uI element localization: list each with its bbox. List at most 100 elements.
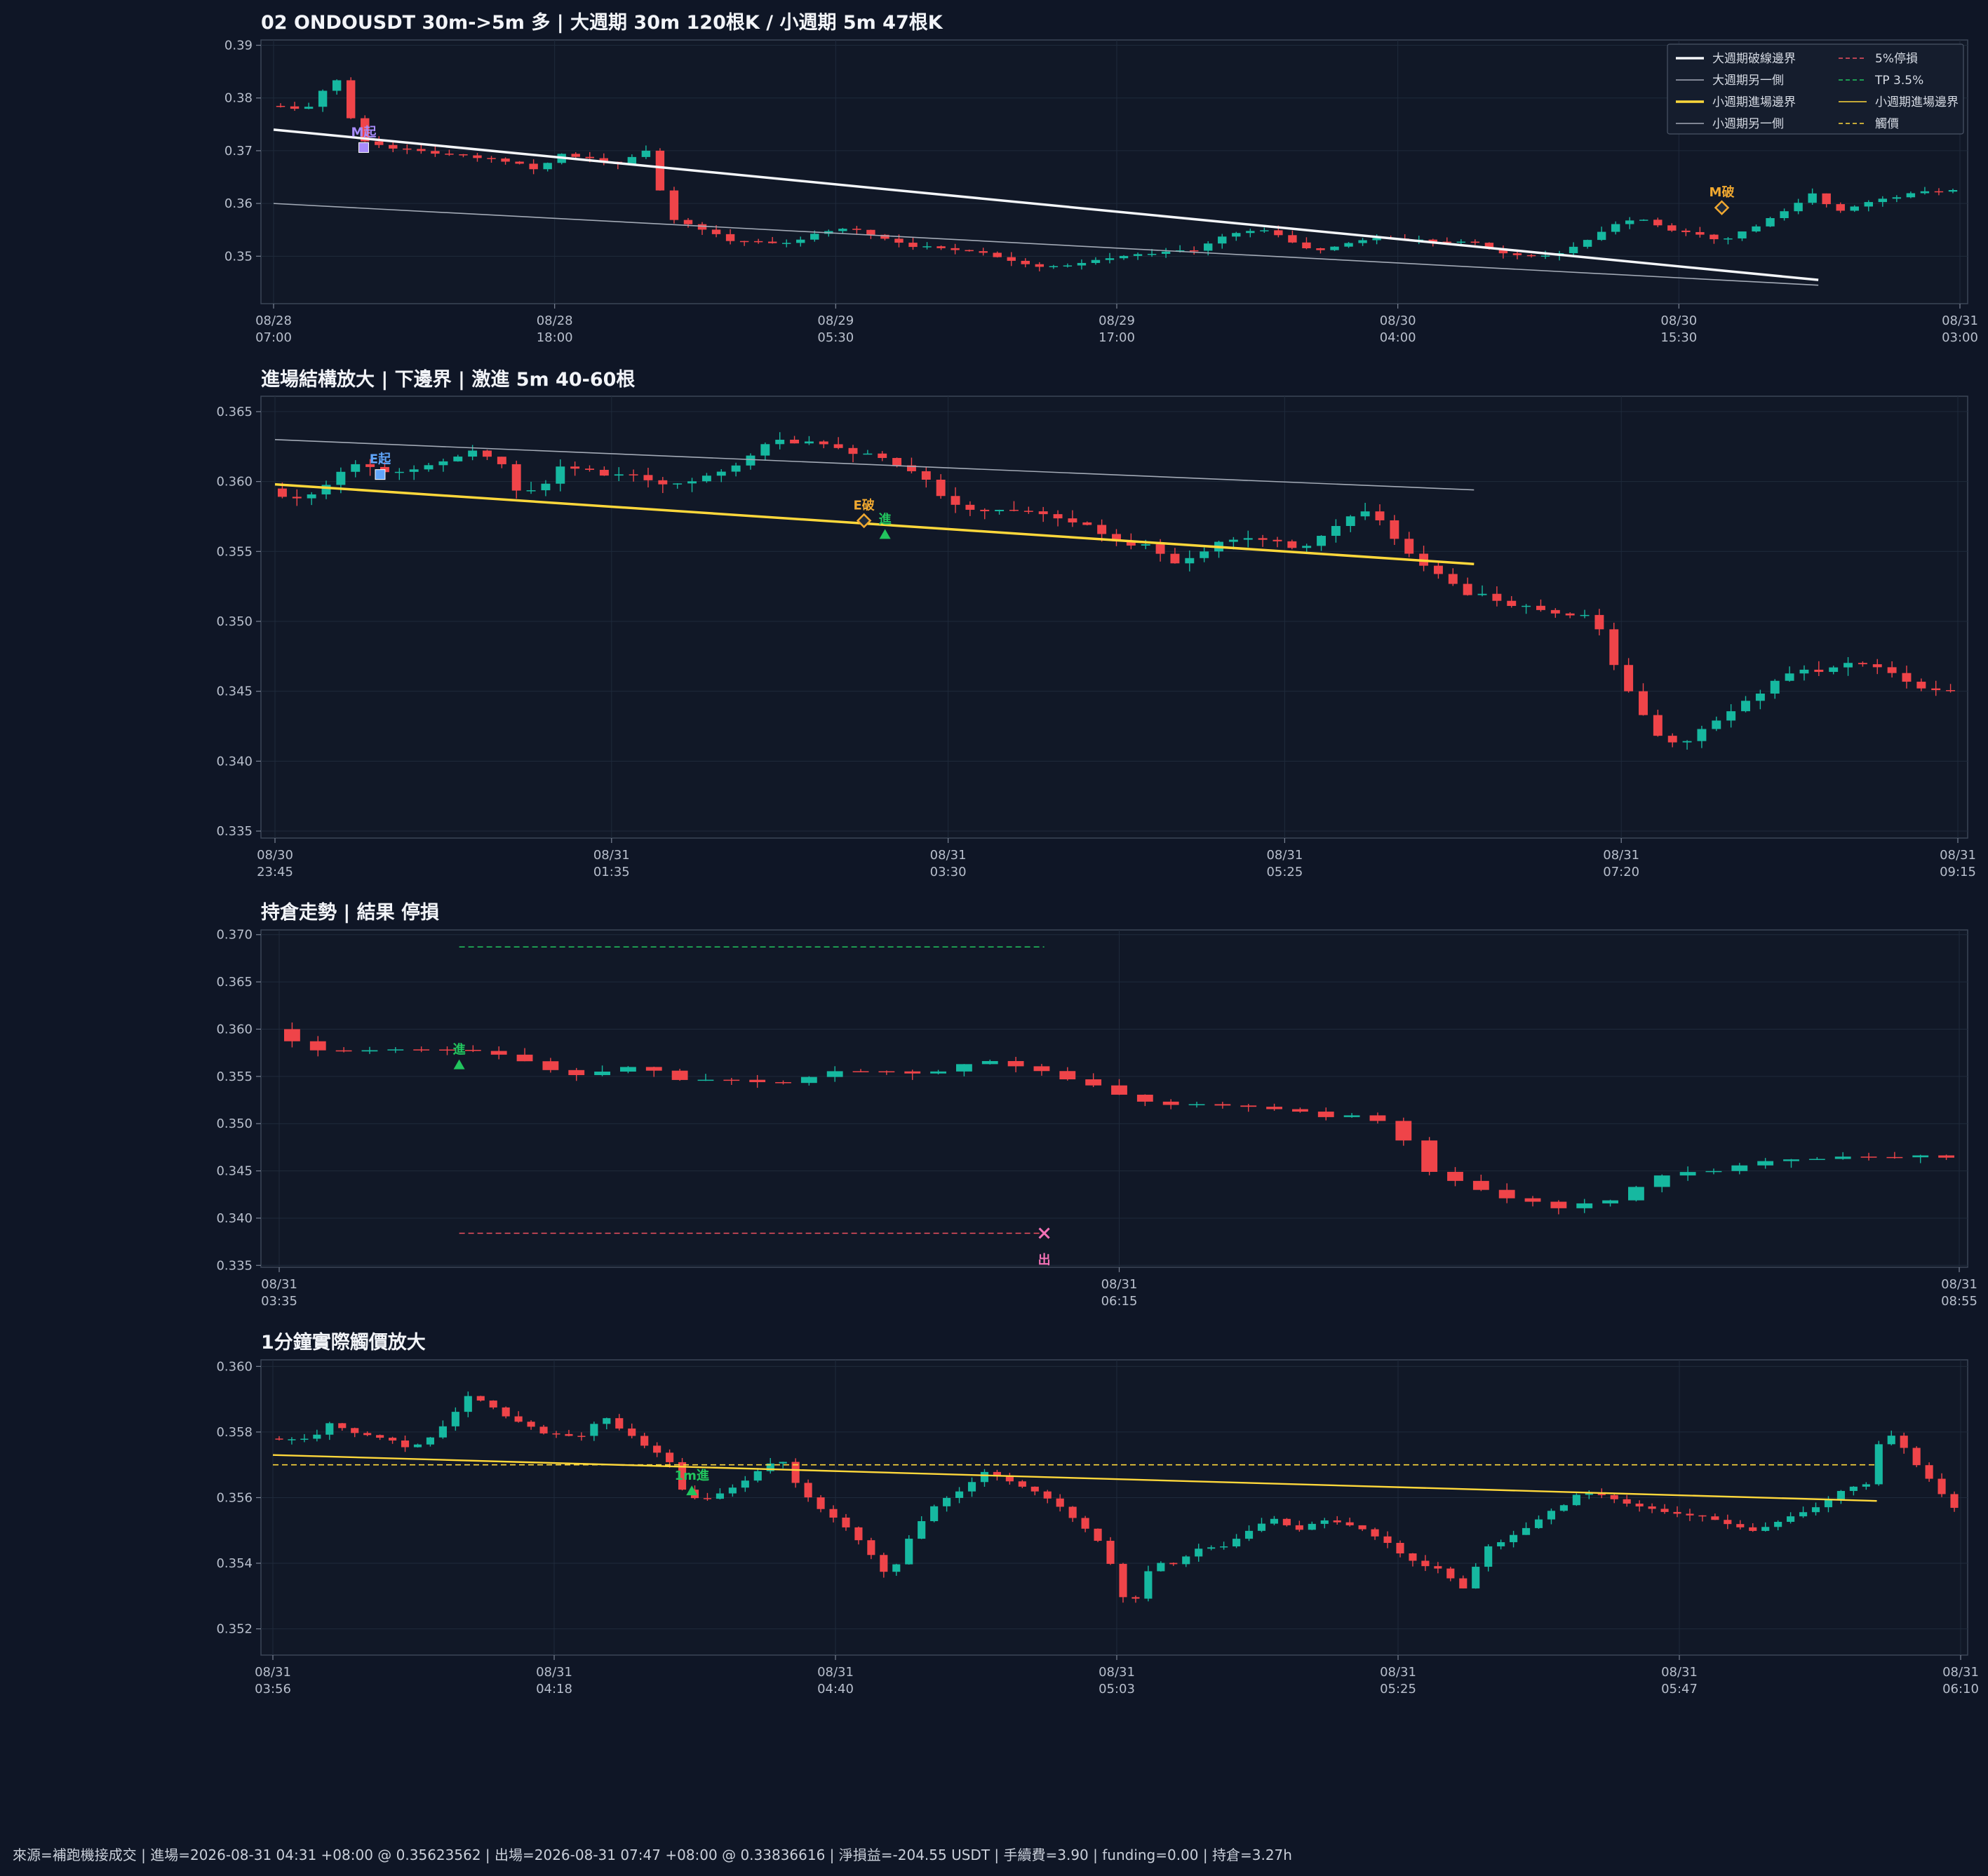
candle-body <box>955 1491 964 1498</box>
panel-2-entry-structure: 進場結構放大 | 下邊界 | 激進 5m 40-60根 0.3650.3600.… <box>216 368 1975 879</box>
candle-body <box>930 1071 946 1074</box>
marker-cross <box>1038 1227 1050 1239</box>
candle-body <box>1257 1523 1266 1531</box>
candle-body <box>568 1069 585 1075</box>
candle-body <box>965 250 974 252</box>
candle-body <box>1834 1156 1851 1159</box>
candle-body <box>1333 1520 1341 1523</box>
marker-triangle <box>686 1485 698 1496</box>
candle-body <box>906 465 916 471</box>
candle-body <box>1434 1566 1442 1569</box>
candle-body <box>1470 241 1480 243</box>
panel-3-plot: 0.370 0.365 0.360 0.355 0.350 0.345 0.340 0.335… <box>216 928 1977 1309</box>
candle-body <box>1731 1165 1748 1171</box>
candle-body <box>438 461 448 466</box>
marker-square <box>358 142 369 153</box>
panel-3-position: 持倉走勢 | 結果 停損 0.3700.3650.3600.3550.3500.… <box>216 901 1977 1309</box>
candle-body <box>673 483 683 485</box>
y-tick-label: 0.370 <box>216 928 253 943</box>
x-tick-time: 01:35 <box>593 865 630 879</box>
candle-body <box>361 1050 378 1052</box>
candle-body <box>585 468 594 470</box>
candle-body <box>1510 1534 1518 1543</box>
candle-body <box>1189 250 1199 252</box>
candle-body <box>980 509 990 511</box>
candle-body <box>1007 1060 1024 1067</box>
candle-body <box>782 243 791 244</box>
candle-body <box>515 161 524 164</box>
x-tick-date: 08/31 <box>1942 313 1978 328</box>
candle-body <box>1799 669 1809 674</box>
candle-body <box>1344 243 1353 247</box>
candle-body <box>804 1483 812 1498</box>
candle-body <box>1220 1546 1228 1548</box>
candle-body <box>1757 1161 1774 1166</box>
x-tick-date: 08/31 <box>1099 1665 1135 1680</box>
candle-body <box>1824 1499 1833 1508</box>
candle-body <box>570 466 580 469</box>
candle-body <box>653 1445 661 1453</box>
candle-body <box>1559 1505 1568 1511</box>
candle-body <box>995 509 1005 511</box>
candle-body <box>527 1422 535 1427</box>
candle-body <box>671 1070 688 1080</box>
candle-body <box>1448 574 1458 584</box>
candle-body <box>804 441 814 444</box>
candle-body <box>1653 220 1663 226</box>
y-tick-label: 0.335 <box>216 824 253 839</box>
candle-body <box>904 1071 921 1074</box>
candle-body <box>1375 511 1385 520</box>
x-tick-date: 08/31 <box>1266 848 1303 863</box>
candle-body <box>1738 231 1747 238</box>
candle-body <box>439 1049 455 1051</box>
candle-body <box>1292 1109 1308 1112</box>
marker-label: E起 <box>370 452 391 467</box>
series-line <box>274 483 1475 565</box>
candle-body <box>943 1497 951 1506</box>
candle-body <box>1931 688 1941 691</box>
candle-body <box>483 450 492 457</box>
candle-body <box>1498 1189 1515 1199</box>
candle-body <box>1912 1448 1921 1466</box>
candle-body <box>1522 605 1531 607</box>
y-tick-label: 0.340 <box>216 754 253 769</box>
x-tick-time: 15:30 <box>1660 330 1697 345</box>
candle-body <box>1902 673 1912 682</box>
candle-body <box>1316 248 1325 250</box>
candle-body <box>1611 224 1620 232</box>
x-tick-date: 08/31 <box>261 1277 297 1292</box>
y-tick-label: 0.38 <box>224 91 253 106</box>
candle-body <box>1009 509 1019 511</box>
candle-body <box>1498 248 1508 254</box>
candle-body <box>863 453 873 455</box>
candle-body <box>1068 1506 1077 1518</box>
candle-body <box>1878 198 1888 203</box>
candle-body <box>716 1493 724 1499</box>
candle-body <box>1372 238 1381 241</box>
candle-body <box>1021 260 1030 264</box>
candle-body <box>1056 1498 1064 1507</box>
candle-body <box>401 1440 410 1448</box>
y-tick-label: 0.355 <box>216 544 253 559</box>
candle-body <box>1369 1115 1386 1121</box>
candle-body <box>1920 191 1930 194</box>
x-tick-time: 07:00 <box>255 330 292 345</box>
candle-body <box>829 1509 838 1518</box>
candle-body <box>1395 1121 1412 1141</box>
candle-body <box>501 158 510 162</box>
plot-area <box>260 396 1968 839</box>
x-tick-date: 08/31 <box>255 1665 291 1680</box>
x-tick-time: 03:00 <box>1942 330 1978 345</box>
candle-body <box>1547 1511 1556 1520</box>
x-tick-date: 08/29 <box>817 313 854 328</box>
candle-body <box>1287 541 1297 548</box>
candle-body <box>577 1436 586 1437</box>
candle-body <box>1597 231 1606 241</box>
candle-body <box>1569 246 1578 254</box>
candle-body <box>1446 1568 1455 1579</box>
candle-body <box>1946 690 1956 691</box>
candle-body <box>1007 257 1016 261</box>
candle-body <box>497 457 506 464</box>
candle-body <box>951 248 960 250</box>
